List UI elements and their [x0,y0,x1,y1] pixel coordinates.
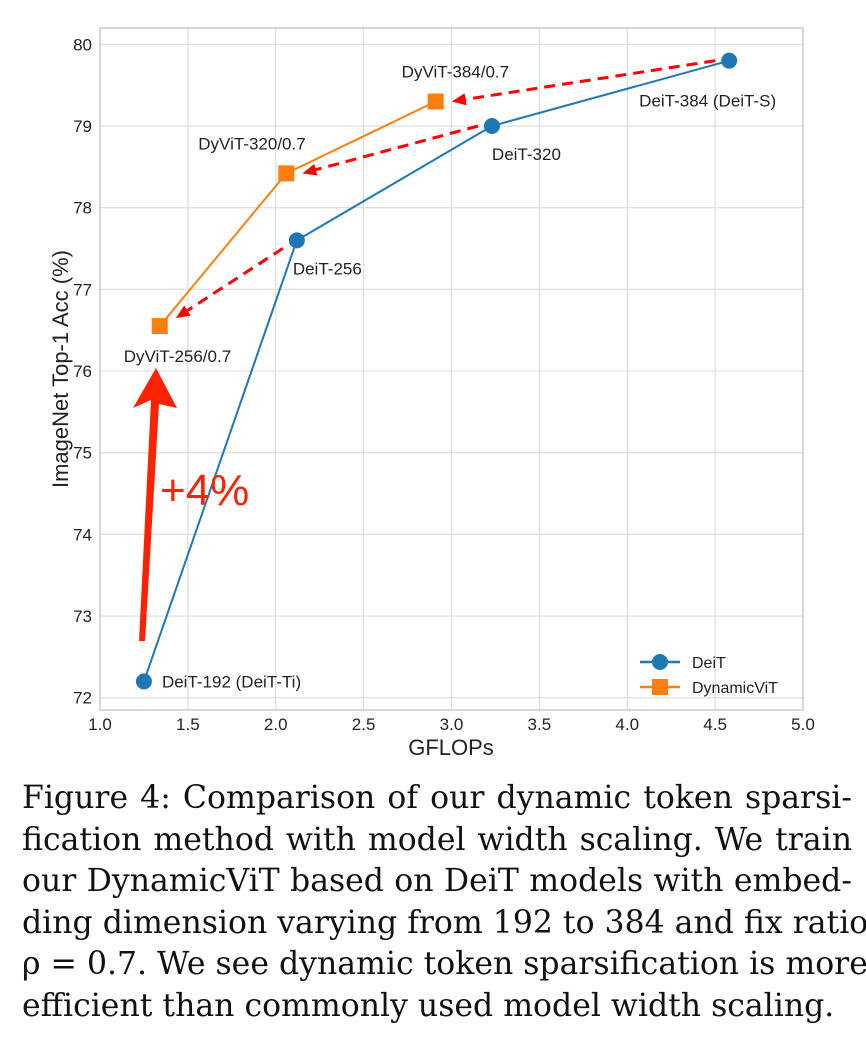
gain-label: +4% [160,466,249,515]
shift-arrows [175,59,716,319]
gain-annotation: +4% [133,368,249,641]
caption-line: Figure 4: Comparison of our dynamic toke… [22,780,852,816]
data-label: DyViT-384/0.7 [402,63,509,82]
y-tick-label: 74 [73,525,92,544]
caption-line: ding dimension varying from 192 to 384 a… [22,904,866,941]
data-label: DeiT-192 (DeiT-Ti) [162,672,301,691]
x-tick-label: 3.0 [440,715,464,734]
x-tick-label: 5.0 [791,715,815,734]
data-point [427,93,444,110]
legend-label: DeiT [692,655,726,672]
y-tick-label: 80 [73,35,92,54]
figure-caption: Figure 4: Comparison of our dynamic toke… [22,778,866,1027]
data-label: DeiT-256 [293,259,362,278]
gain-arrow [133,368,177,641]
y-tick-label: 78 [73,199,92,218]
data-label: DeiT-320 [492,145,561,164]
data-label: DeiT-384 (DeiT-S) [639,92,776,111]
x-axis-label: GFLOPs [408,735,494,760]
x-tick-label: 2.0 [264,715,288,734]
chart: 1.0 1.5 2.0 2.5 3.0 3.5 4.0 4.5 5.0 72 73 74 75 76 77 7… [48,27,815,760]
series: DeiT-192 (DeiT-Ti) DeiT-256 DeiT-320 DeiT-3… [124,52,776,691]
y-axis-label: ImageNet Top-1 Acc (%) [48,250,73,488]
caption-line: ρ = 0.7. We see dynamic token sparsifica… [22,946,866,982]
data-label: DyViT-256/0.7 [124,347,231,366]
y-tick-label: 79 [73,117,92,136]
x-tick-label: 1.5 [176,715,200,734]
dashed-arrow [315,124,479,172]
dashed-arrow [186,247,284,312]
arrowhead [451,93,467,106]
arrowhead [175,305,191,319]
data-point [721,52,738,69]
legend-marker [652,679,668,695]
legend: DeiT DynamicViT [640,654,778,697]
y-tick-label: 72 [73,689,92,708]
caption-line: our DynamicViT based on DeiT models with… [22,863,852,899]
data-point [278,165,295,182]
y-tick-label: 75 [73,444,92,463]
plot-frame [99,27,804,711]
data-label: DyViT-320/0.7 [198,134,305,153]
grid [99,28,804,710]
dashed-arrow [465,59,716,101]
series-line-deit [142,59,730,682]
x-tick-label: 4.5 [703,715,727,734]
y-tick-label: 73 [73,607,92,626]
x-tick-label: 4.0 [615,715,639,734]
x-tick-label: 1.0 [88,715,112,734]
caption-line: fication method with model width scaling… [22,821,852,858]
y-tick-label: 76 [73,362,92,381]
arrowhead [302,163,318,176]
x-tick-label: 3.5 [528,715,552,734]
legend-label: DynamicViT [692,680,778,697]
x-tick-label: 2.5 [352,715,376,734]
y-tick-label: 77 [73,280,92,299]
data-point [483,118,500,135]
data-point [151,318,168,335]
caption-line: efficient than commonly used model width… [22,987,835,1024]
data-point [288,232,305,249]
legend-marker [652,654,668,670]
data-point [135,673,152,690]
tick-labels: 1.0 1.5 2.0 2.5 3.0 3.5 4.0 4.5 5.0 72 73 74 75 76 77 7… [73,35,815,734]
